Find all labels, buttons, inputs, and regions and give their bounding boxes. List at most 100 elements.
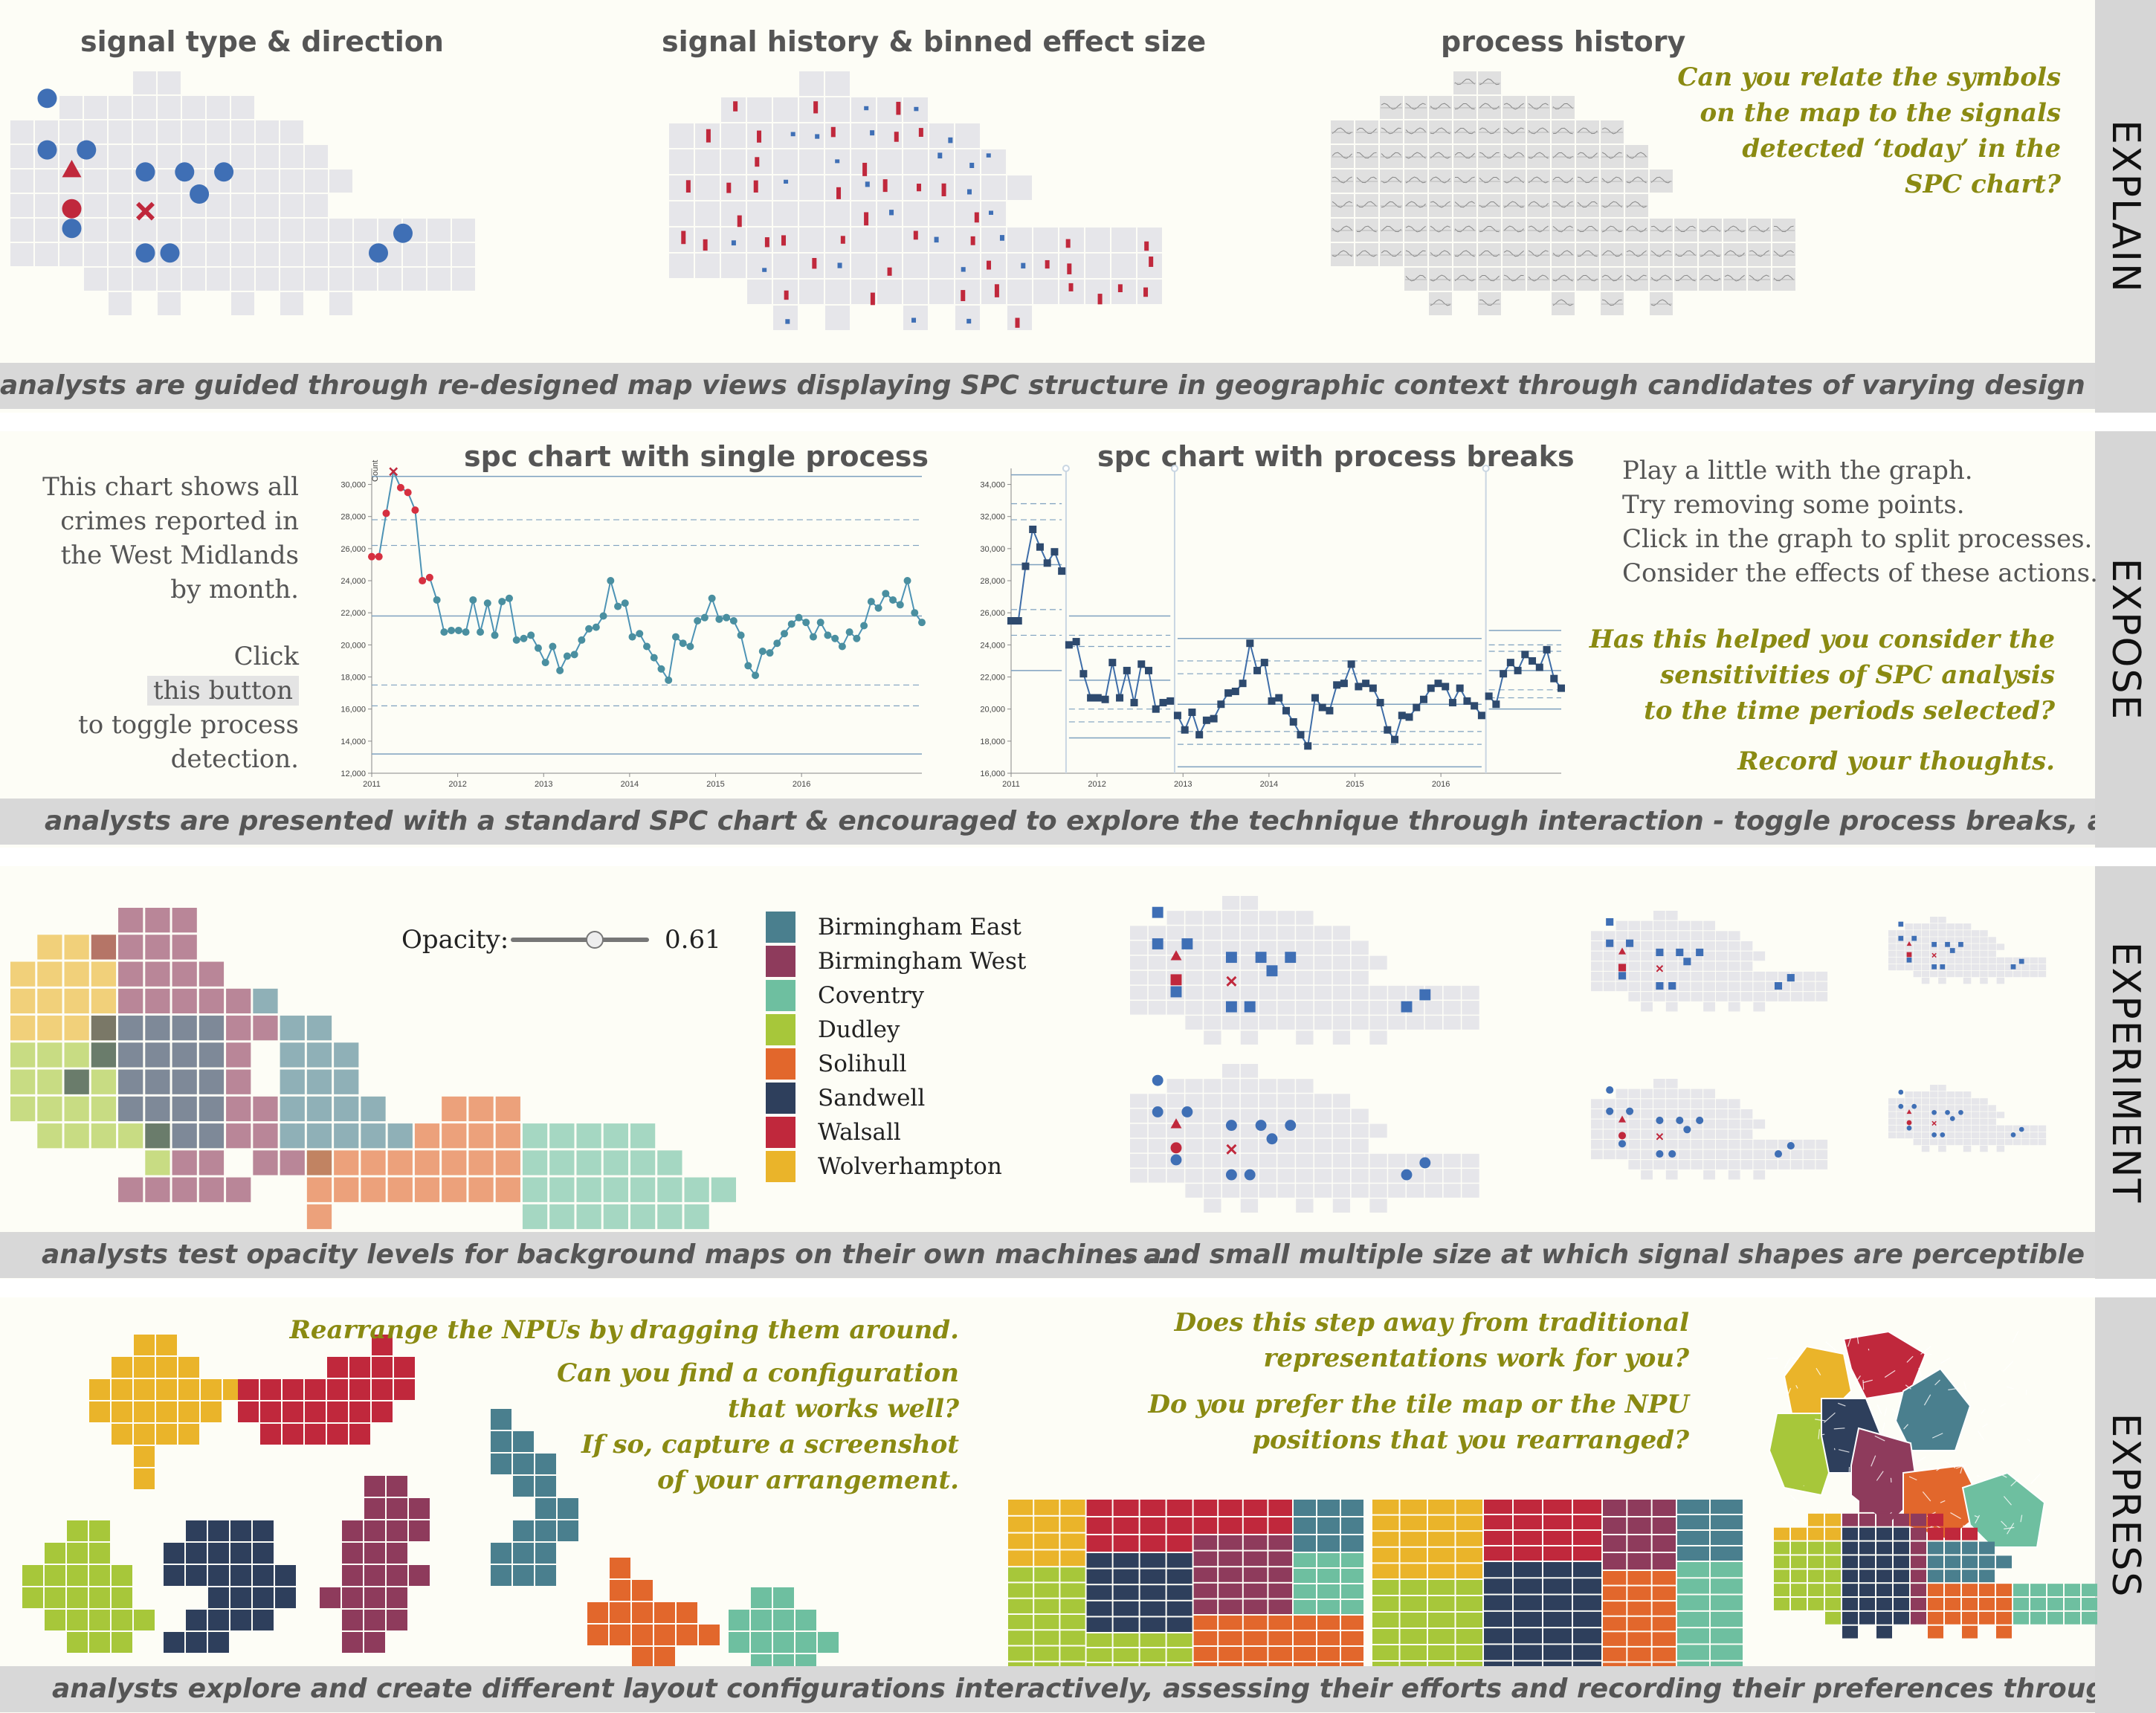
process-sparkline bbox=[1479, 176, 1500, 184]
tile bbox=[1703, 1160, 1715, 1170]
treemap-cell bbox=[1573, 1515, 1601, 1529]
npu-draggable-blob[interactable] bbox=[238, 1335, 415, 1445]
y-tick-label: 30,000 bbox=[340, 481, 366, 490]
data-point bbox=[816, 619, 824, 627]
tile bbox=[981, 254, 1006, 278]
npu-drag-layout[interactable] bbox=[15, 1327, 966, 1675]
npu-tile bbox=[156, 1401, 177, 1422]
data-point bbox=[1514, 666, 1522, 674]
treemap-cell bbox=[1711, 1562, 1743, 1578]
tile bbox=[1930, 1085, 1938, 1091]
npu-tile bbox=[145, 1177, 170, 1202]
data-point bbox=[1500, 670, 1508, 678]
tile bbox=[1222, 1094, 1240, 1108]
tile bbox=[1007, 280, 1032, 304]
spc-chart-process-breaks[interactable]: 16,00018,00020,00022,00024,00026,00028,0… bbox=[966, 461, 1584, 810]
npu-tile bbox=[513, 1431, 534, 1452]
tile bbox=[1277, 1169, 1295, 1183]
tile bbox=[747, 280, 772, 304]
ward-boundary bbox=[1833, 1448, 1836, 1451]
tile bbox=[1938, 930, 1946, 937]
npu-tile bbox=[134, 1357, 155, 1378]
tile bbox=[1988, 964, 1996, 971]
tile bbox=[1996, 957, 2005, 964]
data-point bbox=[419, 577, 427, 585]
tile bbox=[1424, 1184, 1443, 1198]
npu-tile bbox=[414, 1150, 440, 1175]
signal-circle bbox=[1266, 1133, 1278, 1145]
tile bbox=[59, 243, 83, 266]
layout-tile bbox=[1876, 1555, 1892, 1569]
tile bbox=[1740, 981, 1753, 992]
tile bbox=[1963, 1145, 1972, 1152]
process-sparkline bbox=[1724, 225, 1745, 233]
tile bbox=[1703, 971, 1715, 981]
x-tick-label: 2013 bbox=[1174, 780, 1192, 789]
y-tick-label: 12,000 bbox=[340, 770, 366, 778]
tile bbox=[1665, 1170, 1678, 1180]
toggle-process-button[interactable]: this button bbox=[146, 676, 299, 706]
tile bbox=[1905, 923, 1913, 930]
npu-draggable-blob[interactable] bbox=[491, 1409, 578, 1586]
npu-tile bbox=[10, 961, 36, 987]
npu-draggable-blob[interactable] bbox=[587, 1558, 720, 1668]
tile bbox=[1691, 1088, 1703, 1099]
process-sparkline bbox=[1356, 250, 1377, 257]
tile bbox=[1296, 1153, 1314, 1168]
signal-history-map[interactable] bbox=[669, 71, 1457, 339]
ward-boundary bbox=[1960, 1463, 1964, 1474]
process-tile bbox=[1429, 194, 1452, 217]
npu-tile bbox=[156, 1357, 177, 1378]
tile bbox=[1938, 1118, 1946, 1125]
npu-tile bbox=[495, 1096, 520, 1122]
npu-draggable-blob[interactable] bbox=[164, 1520, 296, 1653]
npu-tile bbox=[37, 1042, 62, 1068]
layout-tile bbox=[1808, 1584, 1824, 1597]
signal-type-map[interactable] bbox=[10, 71, 739, 339]
history-bar-up bbox=[757, 130, 762, 143]
process-sparkline bbox=[1381, 225, 1401, 233]
tile bbox=[669, 123, 694, 148]
express-stage-bar: EXPRESS bbox=[2095, 1297, 2156, 1713]
ward-boundary bbox=[1856, 1336, 1859, 1344]
spc-chart-single-process[interactable]: 12,00014,00016,00018,00020,00022,00024,0… bbox=[327, 460, 944, 810]
expose-toggle-line: detection. bbox=[170, 744, 299, 774]
ward-boundary bbox=[1876, 1471, 1884, 1481]
legend-label: Birmingham East bbox=[818, 914, 1021, 941]
tile bbox=[1085, 228, 1110, 252]
treemap-cell bbox=[1243, 1517, 1268, 1534]
tile bbox=[1641, 1109, 1653, 1119]
data-point bbox=[752, 671, 760, 680]
legend-swatch bbox=[766, 1151, 795, 1182]
tile bbox=[1296, 1079, 1314, 1093]
tile bbox=[1703, 1149, 1715, 1160]
data-point bbox=[867, 598, 875, 606]
process-tile bbox=[1650, 243, 1673, 266]
npu-tile bbox=[387, 1587, 407, 1608]
treemap-cell bbox=[1317, 1616, 1340, 1630]
data-point bbox=[454, 626, 462, 634]
tile bbox=[133, 71, 156, 94]
treemap-cell bbox=[1372, 1645, 1399, 1660]
tile bbox=[1259, 1016, 1277, 1030]
signal-square bbox=[1419, 989, 1431, 1001]
opacity-slider[interactable] bbox=[511, 929, 654, 951]
data-point bbox=[845, 628, 853, 636]
treemap-cell bbox=[1456, 1629, 1482, 1644]
signal-circle bbox=[1618, 1132, 1627, 1140]
data-point bbox=[512, 636, 520, 644]
npu-tile bbox=[178, 1379, 199, 1400]
process-history-map[interactable] bbox=[1331, 71, 2000, 339]
tile bbox=[773, 97, 798, 122]
npu-draggable-blob[interactable] bbox=[22, 1520, 155, 1653]
npu-draggable-blob[interactable] bbox=[320, 1476, 430, 1653]
tile bbox=[1946, 1125, 1955, 1132]
layout-tile bbox=[1894, 1570, 1909, 1583]
data-point bbox=[368, 552, 375, 561]
opacity-slider-knob[interactable] bbox=[586, 931, 604, 949]
treemap-cell bbox=[1711, 1500, 1743, 1514]
npu-draggable-blob[interactable] bbox=[89, 1335, 244, 1489]
layout-tile bbox=[1842, 1598, 1858, 1610]
tile bbox=[329, 170, 352, 193]
npu-opacity-map[interactable] bbox=[10, 908, 813, 1230]
